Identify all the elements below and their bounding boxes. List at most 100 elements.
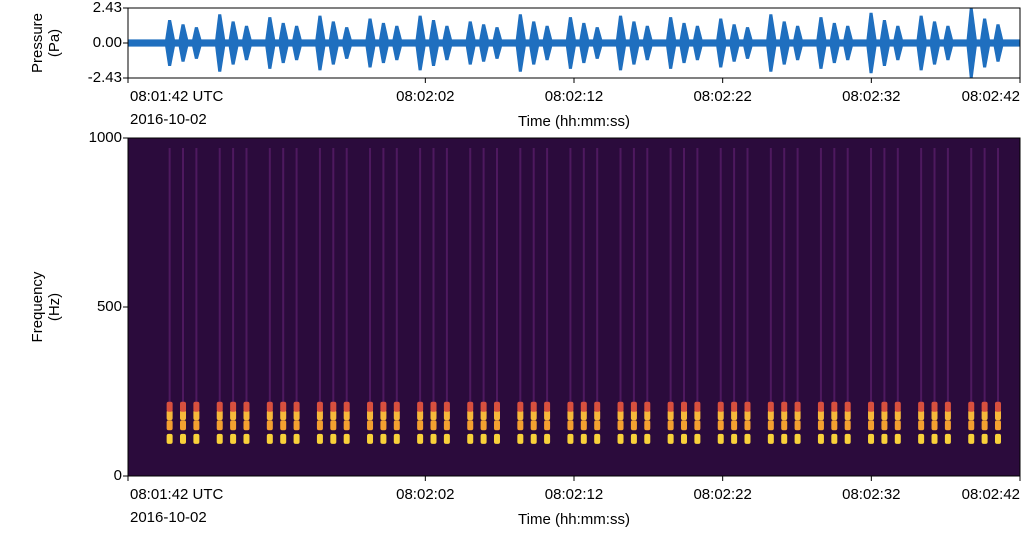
energy-blob	[868, 433, 875, 444]
energy-blob	[280, 401, 287, 412]
pulse	[729, 24, 741, 62]
energy-blob	[894, 401, 901, 412]
pulse	[815, 17, 827, 69]
energy-blob	[393, 410, 400, 421]
energy-blob	[480, 410, 487, 421]
energy-blob	[166, 410, 173, 421]
energy-blob	[994, 410, 1001, 421]
energy-blob	[380, 420, 387, 431]
energy-blob	[931, 420, 938, 431]
energy-blob	[667, 433, 674, 444]
harmonic-streak	[532, 148, 535, 416]
x-tick-label: 08:02:02	[396, 88, 454, 105]
energy-blob	[180, 433, 187, 444]
energy-blob	[580, 410, 587, 421]
energy-blob	[530, 401, 537, 412]
y-tick-label: 0.00	[93, 34, 122, 51]
harmonic-streak	[569, 148, 572, 416]
energy-blob	[230, 401, 237, 412]
pulse	[341, 27, 353, 59]
harmonic-streak	[482, 148, 485, 416]
energy-blob	[544, 410, 551, 421]
energy-blob	[868, 410, 875, 421]
energy-blob	[667, 401, 674, 412]
pulse	[278, 22, 290, 64]
energy-blob	[230, 433, 237, 444]
energy-blob	[894, 433, 901, 444]
energy-blob	[644, 410, 651, 421]
energy-blob	[694, 410, 701, 421]
energy-blob	[617, 420, 624, 431]
harmonic-streak	[469, 148, 472, 416]
y-axis-label: (Pa)	[46, 29, 63, 57]
y-tick-label: 2.43	[93, 0, 122, 16]
pulse	[615, 15, 627, 71]
harmonic-streak	[883, 148, 886, 416]
energy-blob	[781, 401, 788, 412]
pulse	[515, 14, 527, 72]
energy-blob	[467, 401, 474, 412]
energy-blob	[881, 420, 888, 431]
pulse	[214, 14, 226, 72]
energy-blob	[744, 420, 751, 431]
energy-blob	[430, 401, 437, 412]
energy-blob	[918, 433, 925, 444]
energy-blob	[216, 433, 223, 444]
harmonic-streak	[870, 148, 873, 416]
energy-blob	[744, 433, 751, 444]
harmonic-streak	[546, 148, 549, 416]
pulse	[742, 27, 754, 59]
harmonic-streak	[619, 148, 622, 416]
harmonic-streak	[332, 148, 335, 416]
energy-blob	[467, 420, 474, 431]
harmonic-streak	[669, 148, 672, 416]
energy-blob	[881, 401, 888, 412]
x-tick-label: 08:02:22	[693, 88, 751, 105]
energy-blob	[443, 420, 450, 431]
plot-frame	[127, 7, 1021, 79]
energy-blob	[330, 420, 337, 431]
energy-blob	[216, 420, 223, 431]
energy-blob	[517, 433, 524, 444]
energy-blob	[617, 410, 624, 421]
energy-blob	[667, 410, 674, 421]
energy-blob	[944, 420, 951, 431]
y-tick-label: 500	[97, 298, 122, 315]
energy-blob	[480, 401, 487, 412]
pulse	[829, 22, 841, 64]
energy-blob	[193, 433, 200, 444]
energy-blob	[193, 401, 200, 412]
pulse	[241, 25, 253, 61]
energy-blob	[981, 433, 988, 444]
pulse	[378, 22, 390, 64]
pulse	[565, 17, 577, 69]
energy-blob	[567, 410, 574, 421]
harmonic-streak	[846, 148, 849, 416]
energy-blob	[517, 401, 524, 412]
pulse	[765, 14, 777, 72]
energy-blob	[731, 401, 738, 412]
energy-blob	[981, 401, 988, 412]
harmonic-streak	[920, 148, 923, 416]
energy-blob	[667, 420, 674, 431]
harmonic-streak	[833, 148, 836, 416]
energy-blob	[266, 410, 273, 421]
energy-blob	[918, 401, 925, 412]
x-tick-label: 08:01:42 UTC	[130, 88, 224, 105]
energy-blob	[767, 401, 774, 412]
y-axis-label: (Hz)	[46, 293, 63, 321]
pulse	[665, 17, 677, 69]
energy-blob	[944, 401, 951, 412]
harmonic-streak	[719, 148, 722, 416]
harmonic-streak	[896, 148, 899, 416]
energy-blob	[467, 433, 474, 444]
harmonic-streak	[382, 148, 385, 416]
energy-blob	[330, 410, 337, 421]
energy-blob	[831, 401, 838, 412]
harmonic-streak	[970, 148, 973, 416]
pulse	[578, 22, 590, 64]
energy-blob	[480, 433, 487, 444]
harmonic-streak	[168, 148, 171, 416]
pulse	[391, 25, 403, 61]
pulse	[178, 24, 190, 62]
